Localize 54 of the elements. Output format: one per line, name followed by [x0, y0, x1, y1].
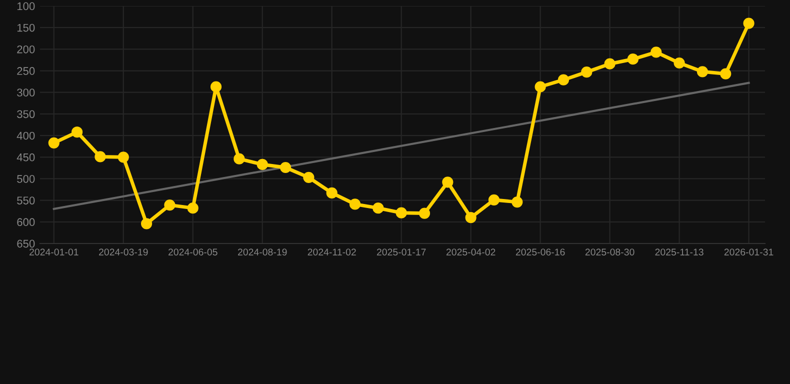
- x-tick-label: 2024-03-19: [99, 248, 148, 256]
- point: [280, 162, 292, 174]
- point: [187, 202, 198, 214]
- point: [743, 18, 754, 29]
- point: [534, 81, 546, 92]
- point: [627, 54, 639, 65]
- y-tick-label: 550: [17, 196, 35, 204]
- y-tick-label: 300: [17, 88, 35, 96]
- point: [372, 202, 384, 214]
- point: [72, 126, 83, 138]
- x-tick-label: 2024-06-05: [168, 248, 218, 256]
- point: [558, 74, 570, 86]
- point: [581, 66, 592, 78]
- point: [164, 200, 176, 211]
- point: [418, 208, 430, 219]
- point: [396, 207, 407, 218]
- point: [48, 137, 60, 148]
- point: [720, 68, 732, 80]
- x-tick-label: 2025-11-13: [655, 248, 704, 256]
- y-tick-label: 350: [17, 110, 35, 118]
- y-tick-label: 150: [17, 24, 35, 32]
- point: [94, 151, 106, 162]
- x-tick-label: 2024-08-19: [238, 248, 287, 256]
- x-tick-label: 2026-01-31: [724, 248, 774, 256]
- x-tick-label: 2025-08-30: [585, 248, 634, 256]
- point: [118, 152, 129, 163]
- y-tick-label: 250: [17, 67, 35, 75]
- y-tick-label: 650: [17, 240, 35, 248]
- x-tick-label: 2025-04-02: [446, 248, 496, 256]
- y-tick-label: 600: [17, 218, 35, 226]
- point: [210, 81, 222, 92]
- point: [303, 172, 314, 183]
- y-tick-label: 100: [17, 2, 35, 10]
- point: [349, 198, 361, 210]
- point: [465, 212, 476, 224]
- x-tick-label: 2025-06-16: [516, 248, 565, 256]
- x-tick-label: 2025-01-17: [376, 248, 426, 256]
- point: [488, 194, 500, 206]
- point: [674, 57, 685, 69]
- point: [326, 187, 338, 199]
- y-tick-label: 450: [16, 153, 35, 162]
- point: [256, 158, 268, 170]
- point: [604, 58, 616, 70]
- point: [650, 46, 662, 58]
- y-tick-label: 400: [16, 132, 35, 140]
- y-tick-label: 200: [17, 45, 35, 54]
- y-tick-label: 500: [17, 174, 35, 183]
- point: [512, 196, 523, 208]
- x-tick-label: 2024-11-02: [308, 248, 356, 256]
- point: [442, 176, 454, 188]
- point: [696, 66, 708, 78]
- x-tick-label: 2024-01-01: [30, 248, 78, 256]
- point: [234, 153, 245, 164]
- point: [140, 218, 152, 230]
